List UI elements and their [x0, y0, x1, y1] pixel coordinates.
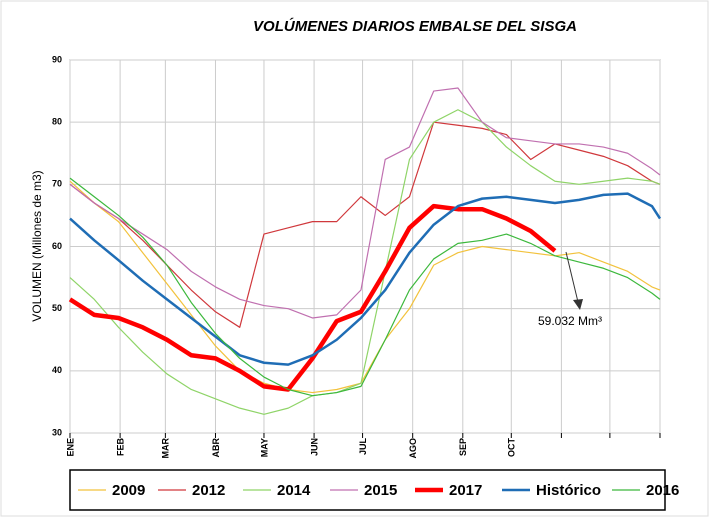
legend-label: 2009 — [112, 482, 145, 499]
y-axis-label: VOLUMEN (Millones de m3) — [30, 170, 44, 321]
y-tick-label: 40 — [52, 365, 62, 375]
x-tick-label: MAR — [161, 438, 171, 459]
annotation-arrowhead — [573, 299, 583, 310]
y-tick-label: 60 — [52, 241, 62, 251]
y-tick-label: 90 — [52, 54, 62, 64]
legend-label: 2017 — [449, 482, 482, 499]
annotation-arrow — [565, 251, 579, 303]
x-tick-label: FEB — [115, 437, 125, 456]
legend-label: 2012 — [192, 482, 225, 499]
chart-title: VOLÚMENES DIARIOS EMBALSE DEL SISGA — [253, 17, 577, 35]
legend-box — [69, 469, 666, 511]
x-tick-label: OCT — [507, 438, 517, 458]
x-tick-label: AGO — [408, 438, 418, 459]
series-line — [69, 121, 661, 328]
annotation: 59.032 Mm³ — [538, 314, 602, 328]
legend-label: Histórico — [536, 482, 601, 499]
x-tick-label: JUN — [309, 438, 319, 456]
series-line — [68, 203, 557, 392]
x-tick-label: ENE — [65, 438, 75, 457]
x-tick-label: JUL — [358, 438, 368, 456]
series-line — [69, 177, 661, 397]
y-tick-label: 30 — [52, 427, 62, 437]
series-line — [69, 87, 661, 319]
series-line — [69, 180, 661, 394]
series-line — [69, 109, 661, 415]
x-tick-label: ABR — [211, 438, 221, 458]
y-tick-label: 80 — [52, 117, 62, 127]
x-tick-label: MAY — [259, 438, 269, 457]
x-tick-label: SEP — [458, 438, 468, 456]
legend-label: 2014 — [277, 482, 311, 499]
series-line — [69, 192, 662, 366]
y-tick-label: 70 — [52, 179, 62, 189]
y-tick-label: 50 — [52, 303, 62, 313]
legend-label: 2015 — [364, 482, 397, 499]
legend-label: 2016 — [646, 482, 679, 499]
